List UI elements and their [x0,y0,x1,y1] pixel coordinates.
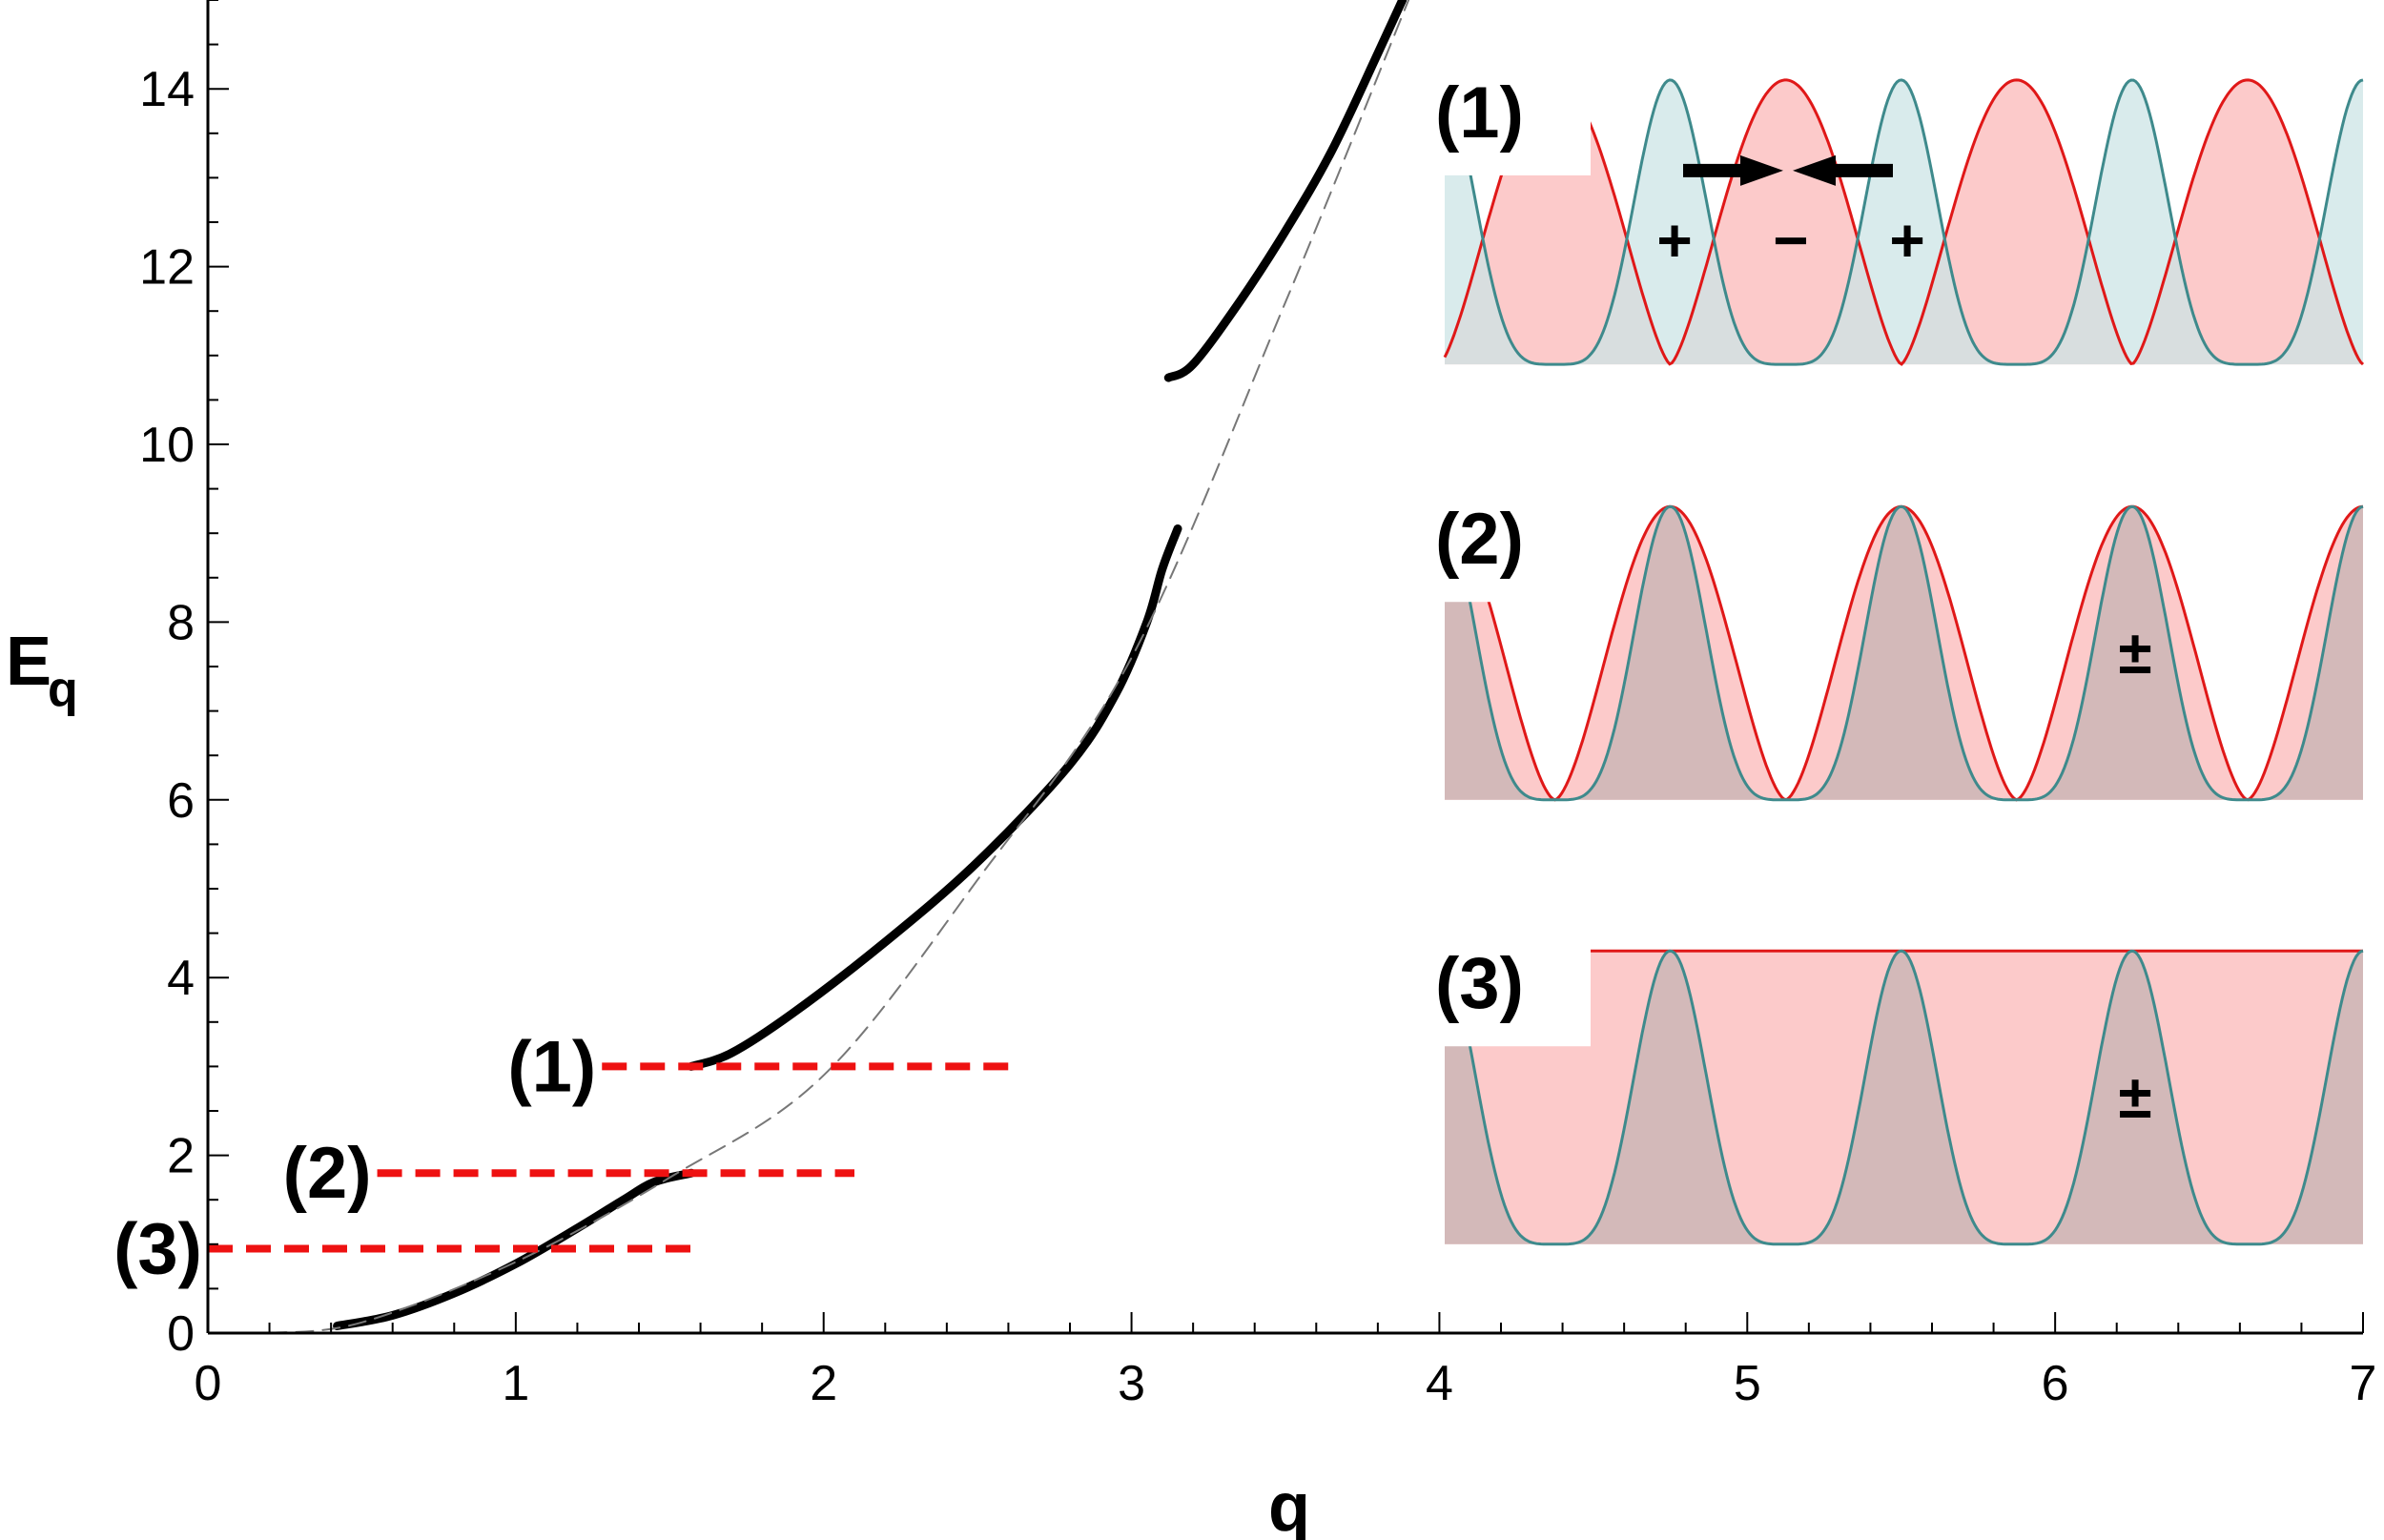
y-tick-label: 6 [167,773,195,829]
y-tick-label: 8 [167,595,195,650]
inset-panel-3: (3) ± [1430,913,2364,1246]
x-tick-label: 4 [1426,1356,1453,1411]
inset-label: (1) [1435,72,1524,154]
teal-wave-line [1443,78,2364,366]
sign-label: + [1656,206,1692,275]
energy-level-label: (1) [507,1026,596,1107]
insets-layer: (1) + − + (2) ± (3) ± [1430,41,2365,1246]
inset-panel-2: (2) ± [1430,468,2364,802]
sign-label: − [1773,206,1808,275]
arrow-left-head [1793,154,1836,186]
inset-panel-1: (1) + − + [1430,41,2365,366]
red-wave-line [1443,78,2365,366]
teal-fill-area [1445,79,2363,365]
inset-label-background [1430,913,1591,1047]
band-curve-2 [687,524,1182,1071]
inset-label-background [1430,41,1591,175]
teal-wave-line [1443,949,2364,1246]
curves-layer [268,0,1410,1334]
y-tick-label: 2 [167,1129,195,1184]
y-tick-label: 14 [139,62,195,117]
band-curve-3 [1163,0,1408,382]
x-axis-label: q [1268,1469,1310,1540]
x-tick-label: 2 [810,1356,837,1411]
levels-layer: (1) (2) (3) [113,1026,1009,1289]
y-tick-label: 10 [139,418,195,473]
x-tick-label: 6 [2042,1356,2069,1411]
x-tick-label: 5 [1734,1356,1761,1411]
x-tick-label: 7 [2350,1356,2377,1411]
x-tick-label: 3 [1118,1356,1145,1411]
sign-label: + [1889,206,1924,275]
y-tick-label: 12 [139,240,195,296]
arrow-right-head [1740,154,1783,186]
y-tick-label: 4 [167,951,195,1006]
inset-label-background [1430,468,1591,603]
band-curve-1 [333,1168,696,1330]
overlap-fill-area [1445,951,2363,1244]
energy-level-label: (3) [113,1208,202,1289]
energy-level-label: (2) [283,1133,372,1214]
asymptote-dashed-line [268,0,1410,1334]
inset-label: (2) [1435,499,1524,580]
overlap-fill-area [1445,506,2363,800]
x-tick-label: 1 [502,1356,529,1411]
sign-label: ± [2118,618,2151,687]
teal-wave-line [1443,504,2364,802]
y-axis-label: E [6,624,51,700]
y-axis-label-subscript: q [48,662,78,717]
inset-label: (3) [1435,943,1524,1024]
x-tick-label: 0 [195,1356,222,1411]
y-tick-label: 0 [167,1306,195,1362]
sign-label: ± [2118,1062,2151,1131]
